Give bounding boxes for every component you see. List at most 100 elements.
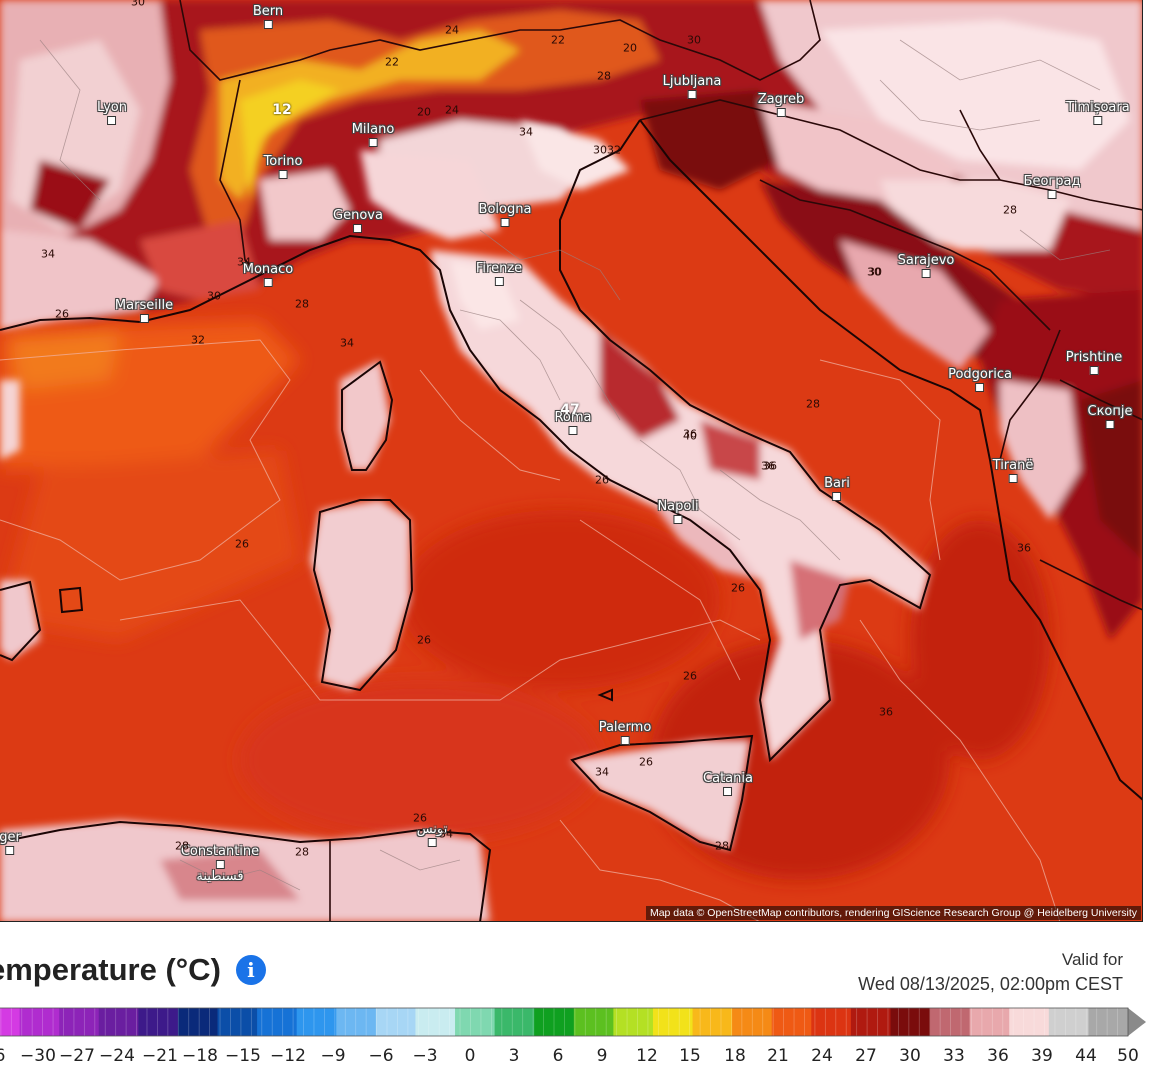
city-dot xyxy=(832,492,842,501)
contour-label: 30 xyxy=(207,289,221,303)
city-dot xyxy=(776,108,786,117)
contour-label: 34 xyxy=(340,336,354,350)
info-icon[interactable]: i xyxy=(235,955,266,985)
scale-segment xyxy=(257,1008,298,1036)
city-dot xyxy=(5,846,15,855)
city-marker[interactable]: Скопје xyxy=(1088,404,1133,429)
city-dot xyxy=(1105,420,1115,429)
contour-label: 34 xyxy=(439,827,453,841)
contour-label: 47 xyxy=(560,402,580,418)
contour-label: 36 xyxy=(879,705,893,719)
city-marker[interactable]: ger xyxy=(0,830,21,855)
city-marker[interactable]: Timișoara xyxy=(1066,100,1130,125)
city-label-secondary: قسنطينة xyxy=(196,869,244,884)
sea-temperature-field xyxy=(0,320,1050,880)
isotherms xyxy=(0,339,1061,922)
scale-segment xyxy=(375,1008,416,1036)
scale-tick-label: −21 xyxy=(142,1046,178,1066)
contour-label: 26 xyxy=(55,307,69,321)
scale-segment xyxy=(573,1008,614,1036)
city-marker[interactable]: Београд xyxy=(1024,174,1080,199)
city-marker[interactable]: Monaco xyxy=(243,262,293,287)
scale-tick-label: −3 xyxy=(412,1046,438,1066)
region-borders xyxy=(39,39,1111,891)
city-dot xyxy=(215,860,225,869)
scale-segment xyxy=(415,1008,456,1036)
city-marker[interactable]: Genova xyxy=(333,208,383,233)
city-dot xyxy=(1047,190,1057,199)
city-marker[interactable]: Roma xyxy=(554,410,592,435)
city-label: Bari xyxy=(824,476,850,491)
contour-label: 12 xyxy=(272,102,292,118)
city-dot xyxy=(107,116,117,125)
city-dot xyxy=(975,383,985,392)
city-marker[interactable]: Firenze xyxy=(476,261,522,286)
scale-segment xyxy=(969,1008,1010,1036)
contour-label: 34 xyxy=(595,765,609,779)
city-marker[interactable]: Bern xyxy=(253,4,283,29)
scale-tick-label: −15 xyxy=(225,1046,261,1066)
contour-label: 30 xyxy=(867,265,881,279)
city-marker[interactable]: Tiranë xyxy=(993,458,1033,483)
scale-segment xyxy=(890,1008,931,1036)
city-marker[interactable]: Napoli xyxy=(657,499,699,524)
city-dot xyxy=(500,218,510,227)
city-marker[interactable]: Torino xyxy=(263,154,303,179)
city-label: Roma xyxy=(554,410,592,425)
contour-label: 30 xyxy=(687,33,701,47)
contour-label: 28 xyxy=(175,839,189,853)
contour-label: 28 xyxy=(806,397,820,411)
city-marker[interactable]: Sarajevo xyxy=(897,253,955,278)
city-label: Constantine xyxy=(180,844,260,859)
valid-for: Valid for Wed 08/13/2025, 02:00pm CEST xyxy=(858,950,1123,995)
scale-tick-label: 0 xyxy=(464,1046,476,1066)
city-dot xyxy=(263,20,273,29)
city-dot xyxy=(1089,366,1099,375)
scale-tick-label: 44 xyxy=(1075,1046,1097,1066)
contour-label: 36 xyxy=(683,427,697,441)
scale-tick-label: 30 xyxy=(899,1046,921,1066)
scale-tick-label: −30 xyxy=(20,1046,56,1066)
contour-label: 28 xyxy=(597,69,611,83)
map-attribution[interactable]: Map data © OpenStreetMap contributors, r… xyxy=(645,906,1141,920)
temperature-map[interactable]: Bern Lyon Milano Torino Genova Monaco Marseill… xyxy=(0,0,1143,922)
scale-tick-label: −18 xyxy=(182,1046,218,1066)
valid-label: Valid for xyxy=(1061,950,1123,969)
city-dot xyxy=(687,90,697,99)
city-marker[interactable]: Ljubljana xyxy=(662,74,722,99)
legend-title-text: emperature (°C) xyxy=(0,952,221,987)
city-marker[interactable]: Bologna xyxy=(479,202,531,227)
city-marker[interactable]: Lyon xyxy=(97,100,127,125)
city-marker[interactable]: Podgorica xyxy=(948,367,1012,392)
contour-label: 30 xyxy=(593,143,607,157)
city-marker[interactable]: Marseille xyxy=(115,298,173,323)
city-dot xyxy=(1008,474,1018,483)
city-marker[interactable]: Bari xyxy=(824,476,850,501)
city-marker[interactable]: Constantine قسنطينة xyxy=(181,844,259,884)
city-dot xyxy=(921,269,931,278)
city-label: Sarajevo xyxy=(897,253,955,268)
scale-segment xyxy=(455,1008,496,1036)
city-marker[interactable]: Catania xyxy=(703,771,753,796)
city-label: Palermo xyxy=(598,720,652,735)
contour-label: 20 xyxy=(623,41,637,55)
city-marker[interactable]: تونس xyxy=(417,822,447,847)
scale-tick-label: −12 xyxy=(270,1046,306,1066)
scale-segment xyxy=(732,1008,773,1036)
scale-segment xyxy=(0,1008,21,1036)
city-marker[interactable]: Zagreb xyxy=(758,92,804,117)
scale-tick-label: 12 xyxy=(636,1046,658,1066)
city-label: Monaco xyxy=(242,262,294,277)
city-label: Ljubljana xyxy=(662,74,722,89)
scale-tick-label: 36 xyxy=(987,1046,1009,1066)
city-label: Torino xyxy=(263,154,303,169)
scale-tick-label: −24 xyxy=(99,1046,135,1066)
city-marker[interactable]: Palermo xyxy=(598,720,652,745)
scale-segment xyxy=(217,1008,258,1036)
city-marker[interactable]: Prishtine xyxy=(1066,350,1122,375)
city-label: Firenze xyxy=(475,261,523,276)
contour-label: 26 xyxy=(639,755,653,769)
city-marker[interactable]: Milano xyxy=(352,122,394,147)
scale-segment xyxy=(296,1008,337,1036)
scale-frame xyxy=(0,1007,1129,1037)
